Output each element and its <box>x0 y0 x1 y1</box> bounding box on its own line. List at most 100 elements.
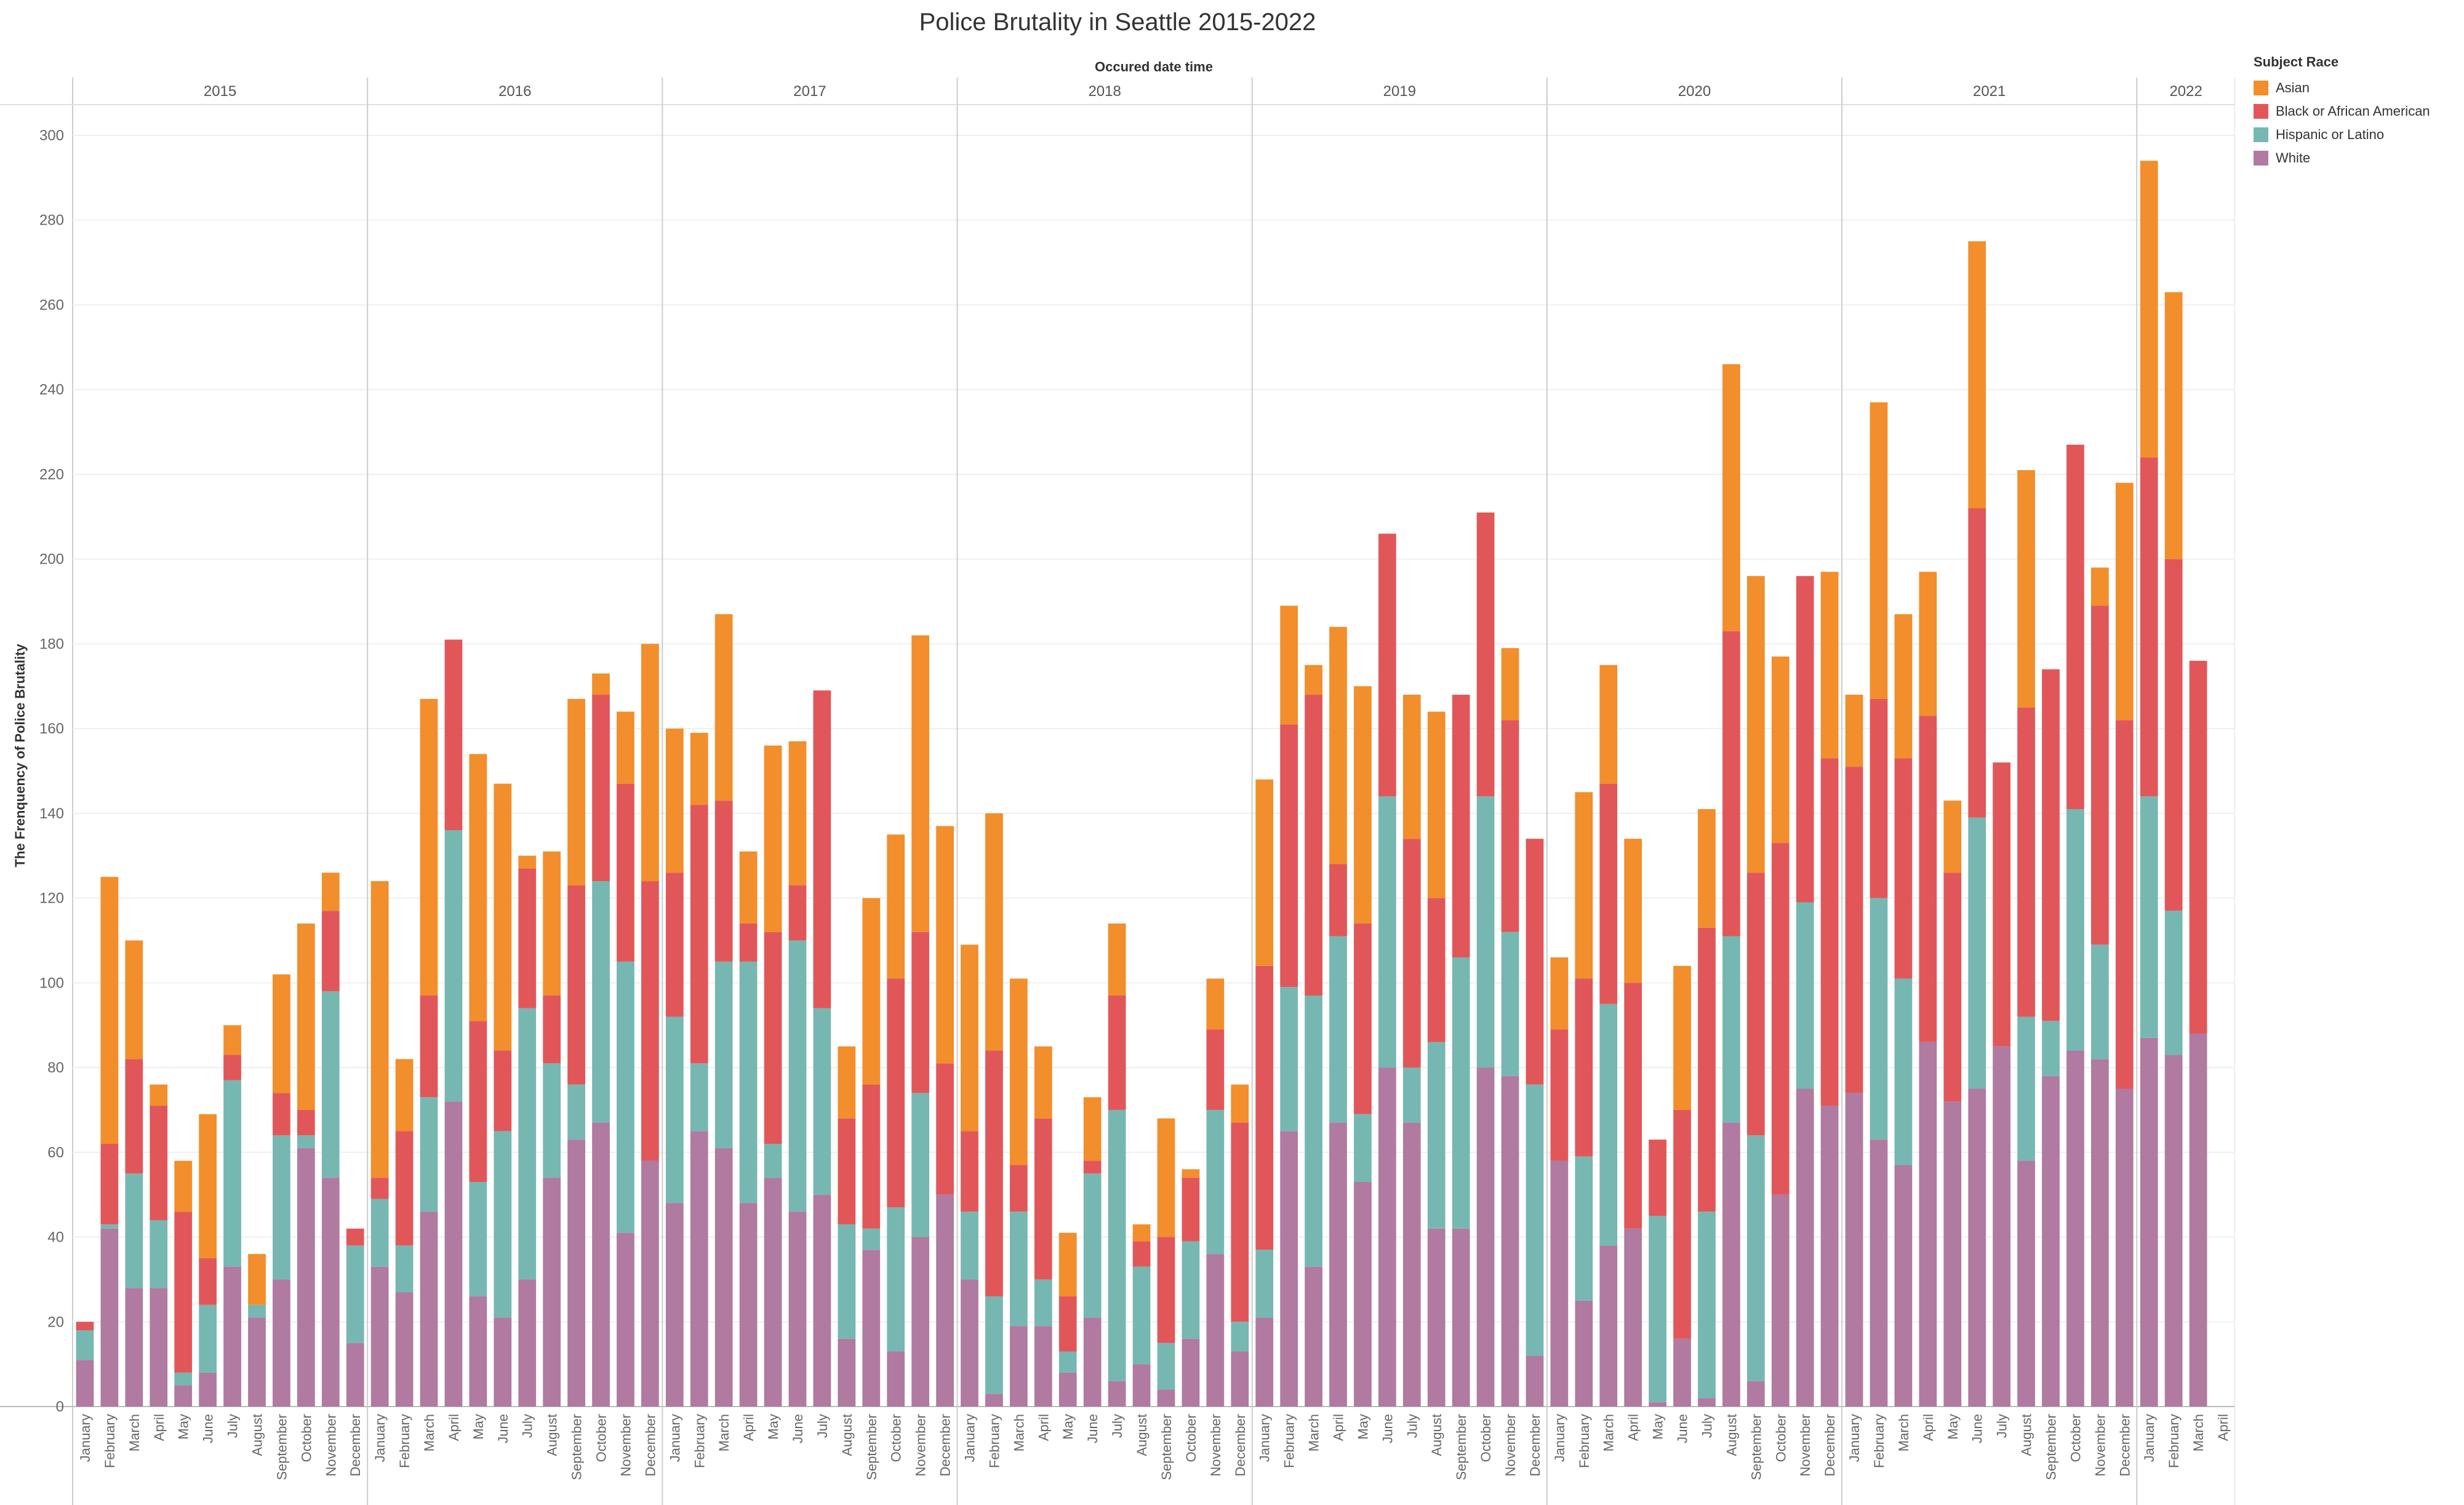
bar-segment-asian <box>248 1254 266 1305</box>
bar-segment-white <box>1329 1122 1347 1407</box>
legend-item-white[interactable]: White <box>2254 146 2463 170</box>
bar-segment-black-or-african-american <box>1501 720 1519 932</box>
bar-segment-black-or-african-american <box>887 978 905 1208</box>
bar-segment-hispanic-or-latino <box>1206 1109 1225 1255</box>
bar-segment-white <box>494 1317 512 1407</box>
x-tick-label: September <box>2044 1414 2059 1480</box>
bar-segment-black-or-african-american <box>1746 872 1765 1136</box>
bar-segment-hispanic-or-latino <box>1354 1114 1372 1183</box>
bar-segment-hispanic-or-latino <box>617 961 634 1233</box>
y-tick-label: 60 <box>47 1144 64 1161</box>
bar-segment-white <box>1476 1068 1495 1407</box>
bar-segment-white <box>2042 1076 2060 1407</box>
bar-segment-hispanic-or-latino <box>1058 1351 1077 1373</box>
y-tick-label: 200 <box>39 551 64 568</box>
bar-segment-black-or-african-american <box>100 1144 119 1224</box>
bar-segment-white <box>420 1212 438 1407</box>
x-tick-label: December <box>642 1414 658 1476</box>
bar-segment-black-or-african-american <box>1673 1109 1691 1339</box>
bar-segment-white <box>1132 1364 1151 1407</box>
bar-segment-white <box>1968 1088 1986 1407</box>
x-tick-label: May <box>176 1414 191 1440</box>
bar-segment-hispanic-or-latino <box>862 1228 881 1250</box>
legend-label: Hispanic or Latino <box>2276 127 2385 142</box>
bar-segment-black-or-african-american <box>1009 1165 1028 1212</box>
bar-segment-white <box>1993 1046 2011 1407</box>
x-tick-label: March <box>422 1414 437 1451</box>
bar-segment-asian <box>1354 686 1372 924</box>
x-tick-label: February <box>102 1414 118 1468</box>
bar-segment-white <box>1378 1068 1396 1407</box>
bar-segment-asian <box>1771 657 1790 844</box>
bar-segment-hispanic-or-latino <box>887 1207 905 1352</box>
x-tick-label: June <box>790 1414 806 1443</box>
bar-segment-asian <box>223 1025 241 1055</box>
x-tick-label: July <box>225 1414 241 1438</box>
bar-segment-black-or-african-american <box>2042 669 2060 1021</box>
bar-segment-hispanic-or-latino <box>764 1144 782 1178</box>
bar-segment-asian <box>592 673 610 695</box>
x-tick-label: September <box>1159 1414 1174 1480</box>
x-tick-label: November <box>1798 1414 1813 1476</box>
year-header-label: 2022 <box>2169 83 2202 100</box>
bar-segment-hispanic-or-latino <box>199 1304 217 1373</box>
bar-segment-black-or-african-american <box>1919 716 1937 1042</box>
legend-item-black-or-african-american[interactable]: Black or African American <box>2254 100 2463 123</box>
x-tick-label: September <box>569 1414 585 1480</box>
x-tick-label: June <box>1085 1414 1100 1443</box>
bar-segment-white <box>518 1279 537 1407</box>
year-header-label: 2020 <box>1678 83 1711 100</box>
bar-segment-hispanic-or-latino <box>1255 1250 1274 1318</box>
bar-segment-hispanic-or-latino <box>297 1135 315 1148</box>
bar-segment-hispanic-or-latino <box>1526 1084 1544 1356</box>
y-tick-label: 20 <box>47 1314 64 1330</box>
bar-segment-hispanic-or-latino <box>494 1131 512 1318</box>
bar-segment-white <box>936 1194 954 1407</box>
bar-segment-white <box>1354 1182 1372 1407</box>
bar-segment-black-or-african-american <box>1034 1118 1052 1280</box>
y-tick-label: 240 <box>39 381 64 398</box>
bar-segment-white <box>1255 1317 1274 1407</box>
bar-segment-hispanic-or-latino <box>1108 1109 1126 1381</box>
x-tick-label: March <box>1896 1414 1911 1451</box>
bar-segment-black-or-african-american <box>2066 444 2084 809</box>
bar-segment-white <box>150 1288 168 1407</box>
x-tick-label: February <box>986 1414 1002 1468</box>
bar-segment-white <box>2164 1055 2183 1407</box>
bar-segment-white <box>1009 1326 1028 1407</box>
bar-segment-white <box>1427 1228 1446 1407</box>
x-tick-label: June <box>495 1414 511 1443</box>
bar-segment-hispanic-or-latino <box>125 1173 143 1288</box>
x-tick-label: April <box>446 1414 462 1441</box>
y-tick-label: 140 <box>39 805 64 822</box>
x-tick-label: August <box>249 1414 265 1456</box>
bar-segment-black-or-african-american <box>518 868 537 1008</box>
bar-segment-hispanic-or-latino <box>2140 796 2158 1038</box>
bar-segment-hispanic-or-latino <box>1231 1322 1249 1352</box>
bar-segment-white <box>1305 1266 1322 1407</box>
legend-item-asian[interactable]: Asian <box>2254 76 2463 100</box>
x-tick-label: May <box>471 1414 486 1440</box>
bar-segment-black-or-african-american <box>1722 631 1740 936</box>
x-tick-label: June <box>1970 1414 1985 1443</box>
bar-segment-asian <box>1034 1046 1052 1119</box>
x-tick-label: May <box>1355 1414 1370 1440</box>
bar-segment-white <box>444 1101 463 1407</box>
bar-segment-hispanic-or-latino <box>1796 902 1814 1089</box>
x-tick-label: January <box>1552 1414 1567 1462</box>
bar-segment-white <box>1919 1042 1937 1407</box>
bar-segment-black-or-african-american <box>1058 1296 1077 1352</box>
bar-segment-asian <box>887 834 905 979</box>
legend-item-hispanic-or-latino[interactable]: Hispanic or Latino <box>2254 123 2463 146</box>
bar-segment-asian <box>469 754 487 1021</box>
x-tick-label: October <box>2068 1414 2083 1462</box>
bar-segment-asian <box>1894 614 1913 759</box>
bar-segment-black-or-african-american <box>1452 695 1470 958</box>
bar-segment-asian <box>494 783 512 1051</box>
bar-segment-asian <box>1845 695 1863 767</box>
bar-segment-hispanic-or-latino <box>1649 1216 1666 1403</box>
x-tick-label: January <box>78 1414 93 1462</box>
bar-segment-asian <box>1673 965 1691 1110</box>
bar-segment-white <box>985 1394 1003 1407</box>
bar-segment-black-or-african-american <box>1280 724 1298 988</box>
